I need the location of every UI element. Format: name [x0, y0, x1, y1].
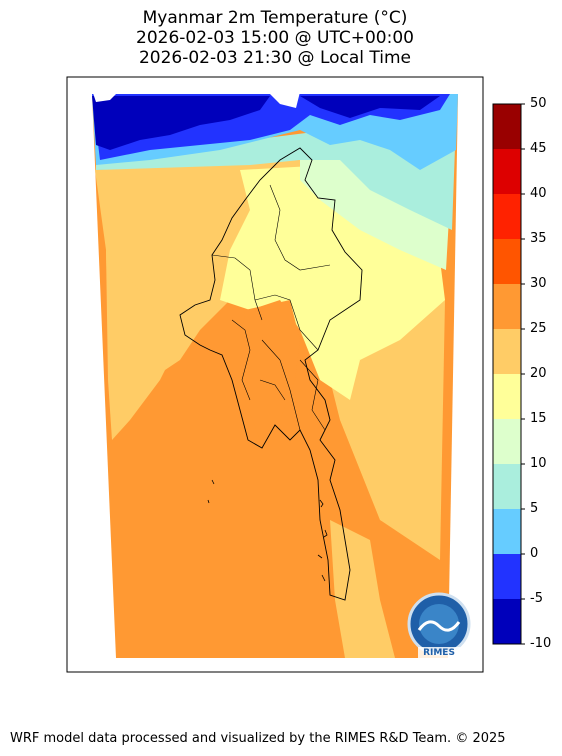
colorbar-band: [493, 464, 521, 510]
title-utc-time: 2026-02-03 15:00 @ UTC+00:00: [136, 28, 414, 48]
colorbar-tick-label: 35: [530, 231, 547, 246]
myanmar-border: [179, 147, 363, 601]
colorbar-band: [493, 509, 521, 555]
footer-credit: WRF model data processed and visualized …: [10, 731, 506, 746]
temp-zone-20-25-south: [106, 250, 180, 440]
temp-zone-15-20-shan: [300, 330, 360, 400]
colorbar-tick-label: -10: [530, 636, 552, 651]
colorbar-tick-label: 5: [530, 501, 539, 516]
no-data-patch: [92, 90, 300, 108]
colorbar-tick-label: 15: [530, 411, 547, 426]
temp-zone-15-20: [220, 165, 445, 360]
temp-zone-30-35-central: [240, 300, 300, 440]
colorbar-tick-label: 30: [530, 276, 547, 291]
colorbar-tick-label: 45: [530, 141, 547, 156]
map-title: Myanmar 2m Temperature (°C) 2026-02-03 1…: [0, 8, 550, 68]
colorbar-band: [493, 239, 521, 285]
colorbar-tick-label: -5: [530, 591, 543, 606]
colorbar-band: [493, 284, 521, 330]
state-borders: [211, 184, 331, 431]
colorbar-band: [493, 374, 521, 420]
colorbar-band: [493, 419, 521, 465]
colorbar-tick-label: 10: [530, 456, 547, 471]
temp-zone-20-25-tenasserim: [330, 520, 395, 658]
colorbar-tick-label: 20: [530, 366, 547, 381]
colorbar-tick-label: 50: [530, 96, 547, 111]
temp-zone-10-15: [300, 150, 450, 270]
colorbar-band: [493, 149, 521, 195]
colorbar-tick-label: 0: [530, 546, 539, 561]
colorbar-band: [493, 554, 521, 600]
temp-zone-below-0: [92, 96, 440, 150]
colorbar-band: [493, 104, 521, 150]
rimes-logo-text: RIMES: [423, 648, 455, 658]
colorbar: [492, 103, 525, 645]
colorbar-tick-label: 25: [530, 321, 547, 336]
title-local-time: 2026-02-03 21:30 @ Local Time: [138, 48, 412, 68]
colorbar-tick-label: 40: [530, 186, 547, 201]
islands: [207, 479, 328, 582]
colorbar-band: [493, 599, 521, 645]
colorbar-band: [493, 329, 521, 375]
colorbar-band: [493, 194, 521, 240]
rimes-logo: [407, 592, 471, 659]
title-variable: Myanmar 2m Temperature (°C): [142, 8, 408, 28]
